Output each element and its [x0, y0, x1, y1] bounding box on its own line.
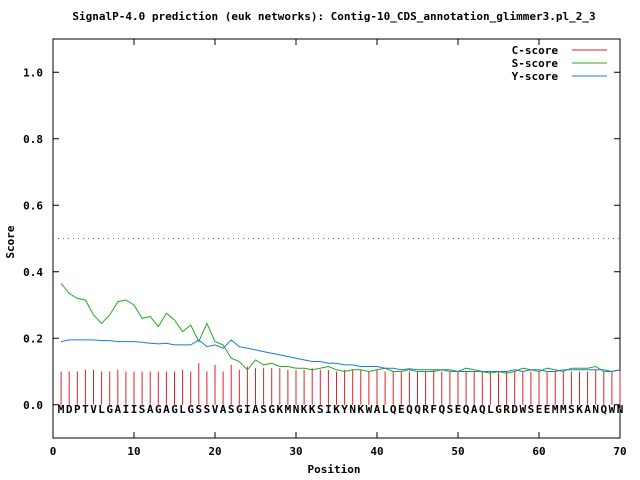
sequence-residue: E	[398, 403, 405, 416]
axis-ticks: 0.0 0.2 0.4 0.6 0.8 1.0 0 10 20 30 40 50 60 70	[23, 39, 627, 458]
sequence-residue: Q	[463, 403, 470, 416]
x-tick-label: 10	[127, 445, 140, 458]
sequence-residue: K	[576, 403, 583, 416]
sequence-residue: D	[66, 403, 73, 416]
sequence-residue: E	[455, 403, 462, 416]
sequence-residue: R	[503, 403, 510, 416]
sequence-residue: K	[357, 403, 364, 416]
sequence-residue: M	[552, 403, 559, 416]
y-tick-label: 0.4	[23, 266, 43, 279]
sequence-residue: K	[309, 403, 316, 416]
y-tick-label: 0.6	[23, 199, 43, 212]
series-layer	[60, 283, 621, 405]
x-tick-label: 0	[50, 445, 57, 458]
sequence-residue: S	[228, 403, 235, 416]
sequence-residue: Q	[600, 403, 607, 416]
sequence-residue: G	[106, 403, 113, 416]
x-tick-label: 40	[370, 445, 383, 458]
sequence-residue: S	[568, 403, 575, 416]
sequence-residue: S	[195, 403, 202, 416]
x-axis-label: Position	[308, 463, 361, 476]
sequence-residue: W	[609, 403, 616, 416]
sequence-residue: I	[244, 403, 251, 416]
sequence-residue: T	[82, 403, 89, 416]
sequence-residue: D	[511, 403, 518, 416]
sequence-residue: G	[268, 403, 275, 416]
sequence-residue: G	[171, 403, 178, 416]
sequence-residue: V	[90, 403, 97, 416]
s-score-line	[60, 283, 621, 374]
sequence-residue: N	[349, 403, 356, 416]
chart-title: SignalP-4.0 prediction (euk networks): C…	[72, 10, 595, 23]
sequence-residue: R	[422, 403, 429, 416]
sequence-residue: K	[301, 403, 308, 416]
sequence-residue: G	[187, 403, 194, 416]
x-tick-label: 70	[613, 445, 626, 458]
sequence-residue: A	[252, 403, 259, 416]
sequence-residue: N	[617, 403, 624, 416]
y-tick-label: 0.2	[23, 332, 43, 345]
y-tick-label: 0.8	[23, 133, 43, 146]
s-score-legend-label: S-score	[512, 57, 559, 70]
sequence-residue: M	[285, 403, 292, 416]
sequence-residue: S	[260, 403, 267, 416]
x-tick-label: 20	[208, 445, 221, 458]
sequence-residue: A	[471, 403, 478, 416]
sequence-residue: P	[74, 403, 81, 416]
sequence-residue: I	[325, 403, 332, 416]
sequence-residue: A	[163, 403, 170, 416]
y-score-legend-label: Y-score	[512, 70, 559, 83]
y-axis-label: Score	[4, 225, 17, 258]
sequence-residue: E	[544, 403, 551, 416]
sequence-residue: L	[487, 403, 494, 416]
sequence-residue: L	[98, 403, 105, 416]
sequence-residue: A	[584, 403, 591, 416]
y-tick-label: 1.0	[23, 66, 43, 79]
sequence-residue: N	[293, 403, 300, 416]
y-tick-label: 0.0	[23, 399, 43, 412]
sequence-residue: K	[276, 403, 283, 416]
sequence-residue: E	[536, 403, 543, 416]
x-tick-label: 30	[289, 445, 302, 458]
sequence-residue: Q	[438, 403, 445, 416]
sequence-residue: A	[147, 403, 154, 416]
x-tick-label: 60	[532, 445, 545, 458]
sequence-residue: G	[495, 403, 502, 416]
sequence-residue: Q	[390, 403, 397, 416]
sequence-residue: G	[155, 403, 162, 416]
sequence-residue: S	[528, 403, 535, 416]
sequence-residue: W	[366, 403, 373, 416]
sequence-residue: W	[519, 403, 526, 416]
sequence-residue: M	[58, 403, 65, 416]
sequence-residue: L	[179, 403, 186, 416]
sequence-residue: N	[592, 403, 599, 416]
sequence-residue: Q	[406, 403, 413, 416]
sequence-residue: S	[447, 403, 454, 416]
sequence-residue: S	[139, 403, 146, 416]
sequence-residue: Q	[479, 403, 486, 416]
sequence-residue: Q	[414, 403, 421, 416]
sequence-residue: V	[212, 403, 219, 416]
sequence-residue: M	[560, 403, 567, 416]
sequence-residue: L	[382, 403, 389, 416]
sequence-residue: A	[114, 403, 121, 416]
sequence-residue: I	[131, 403, 138, 416]
x-tick-label: 50	[451, 445, 464, 458]
sequence-residue: F	[430, 403, 437, 416]
sequence-residue: G	[236, 403, 243, 416]
sequence-residue: A	[220, 403, 227, 416]
c-score-legend-label: C-score	[512, 44, 559, 57]
sequence-residue: I	[123, 403, 130, 416]
sequence-residue: A	[374, 403, 381, 416]
sequence-residue: Y	[341, 403, 348, 416]
sequence-residue: S	[204, 403, 211, 416]
sequence-residue: S	[317, 403, 324, 416]
sequence-residue: K	[333, 403, 340, 416]
y-score-line	[60, 339, 621, 373]
